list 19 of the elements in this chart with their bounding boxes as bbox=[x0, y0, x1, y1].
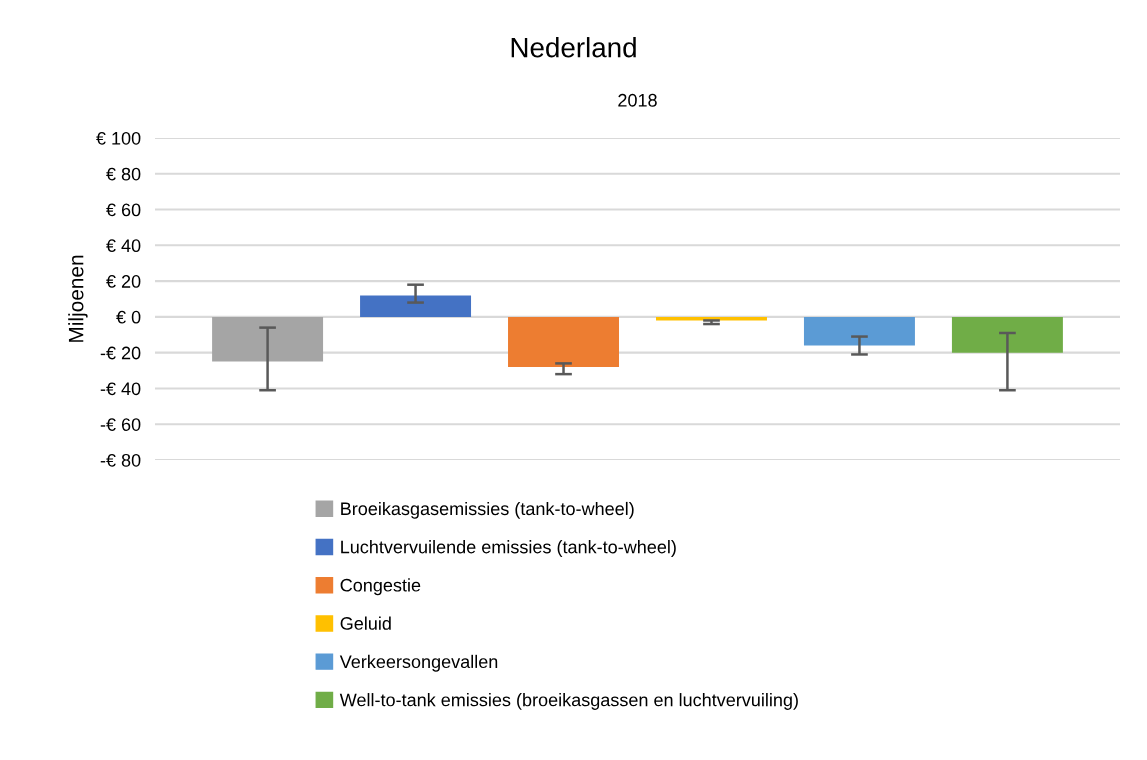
y-axis-title: Miljoenen bbox=[68, 255, 88, 342]
x-tick-label: 2018 bbox=[618, 93, 657, 107]
legend-label: Well-to-tank emissies (broeikasgassen en luchtvervuiling) bbox=[339, 693, 798, 710]
y-tick-label: € 80 bbox=[106, 167, 141, 181]
y-tick-label: € 40 bbox=[106, 239, 141, 253]
y-tick-label: -€ 60 bbox=[100, 418, 141, 431]
y-tick-label: -€ 80 bbox=[100, 453, 141, 467]
y-tick-label: € 20 bbox=[106, 275, 141, 288]
y-tick-label: € 0 bbox=[116, 310, 141, 324]
legend-label: Broeikasgasemissies (tank-to-wheel) bbox=[341, 501, 634, 519]
legend-label: Verkeersongevallen bbox=[339, 654, 498, 672]
y-tick-label: € 100 bbox=[96, 131, 141, 145]
legend-label: Luchtvervuilende emissies (tank-to-wheel) bbox=[341, 540, 676, 557]
legend-label: Geluid bbox=[340, 616, 391, 630]
chart-title: Nederland bbox=[511, 37, 636, 58]
y-tick-label: € 60 bbox=[106, 203, 141, 217]
y-tick-label: -€ 40 bbox=[100, 382, 141, 396]
y-tick-label: -€ 20 bbox=[100, 346, 141, 360]
legend-label: Congestie bbox=[340, 578, 421, 596]
